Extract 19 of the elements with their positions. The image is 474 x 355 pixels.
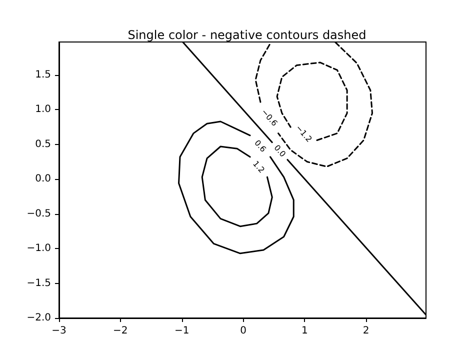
x-tick-label: −2: [113, 326, 128, 336]
x-tick-label: 0: [240, 326, 246, 336]
x-tick-label: 1: [302, 326, 308, 336]
y-tick-label: 1.0: [35, 104, 51, 116]
x-tick-label: −3: [52, 326, 66, 336]
line-series: [276, 62, 348, 141]
text: 0.0: [272, 143, 288, 159]
x-tick-label: −1: [174, 326, 190, 336]
y-tick-label: 1.5: [35, 69, 51, 80]
x-tick-label: 2: [362, 326, 370, 336]
y-tick-label: 0.0: [35, 174, 51, 185]
y-tick-label: −2.0: [26, 312, 51, 324]
text: 0.6: [252, 138, 268, 154]
y-tick-label: −0.5: [26, 208, 51, 220]
y-tick-label: 0.5: [35, 138, 51, 150]
text: 1.2: [251, 159, 266, 175]
y-tick-label: −1.0: [26, 243, 51, 254]
y-tick-label: −1.5: [26, 278, 51, 289]
chart-title: Single color - negative contours dashed: [128, 28, 366, 42]
